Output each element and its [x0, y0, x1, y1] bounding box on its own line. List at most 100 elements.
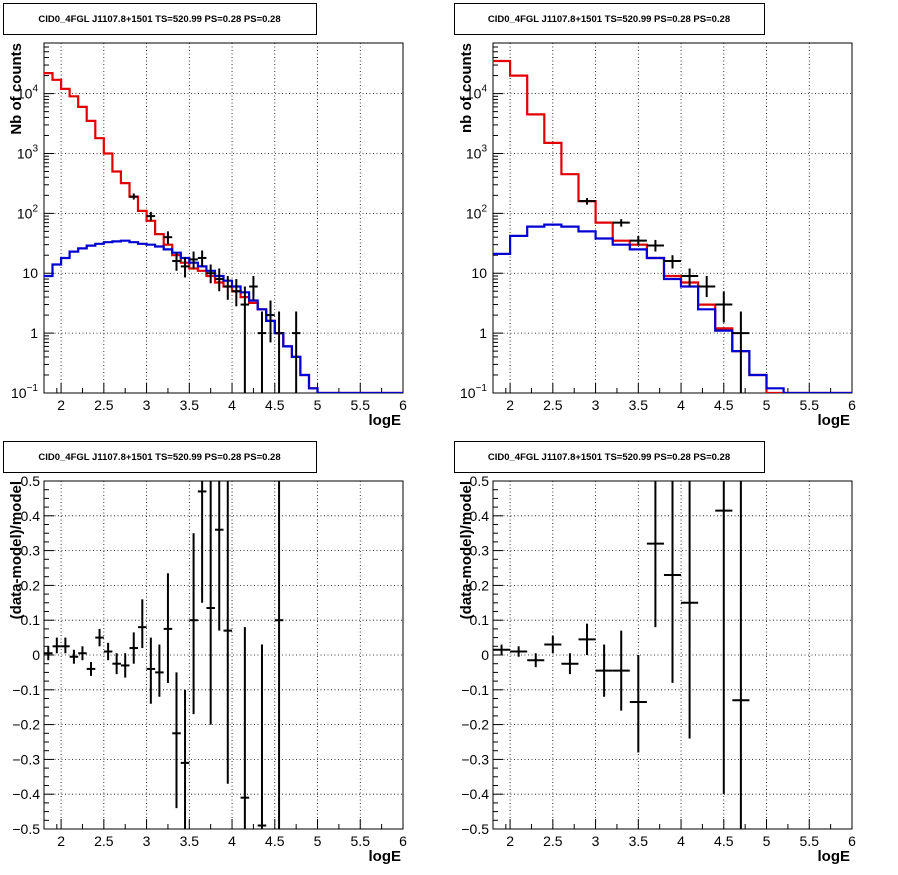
- x-tick-label: 4: [677, 397, 685, 413]
- data-point: [240, 627, 250, 829]
- data-point: [146, 211, 156, 221]
- x-tick-label: 5.5: [800, 397, 820, 413]
- x-axis: 2 2.5 3 3.5 4 4.5 5 5.5 6: [56, 383, 407, 413]
- y-tick-label: −0.2: [461, 717, 489, 733]
- panel-title: CID0_4FGL J1107.8+1501 TS=520.99 PS=0.28…: [38, 14, 280, 25]
- y-tick-label: 0.5: [470, 473, 490, 489]
- data-point: [52, 637, 62, 654]
- data-point: [69, 649, 79, 664]
- y-tick-label: 1: [30, 325, 38, 341]
- y-tick-label: 0.2: [470, 577, 490, 593]
- data-point: [715, 481, 733, 795]
- data-point: [698, 275, 716, 298]
- x-tick-label: 2.5: [94, 833, 114, 849]
- x-tick-label: 3.5: [629, 833, 649, 849]
- panel-title: CID0_4FGL J1107.8+1501 TS=520.99 PS=0.28…: [38, 452, 280, 463]
- data-point: [561, 653, 579, 675]
- series-background: [493, 223, 852, 393]
- panel-title: CID0_4FGL J1107.8+1501 TS=520.99 PS=0.28…: [488, 14, 730, 25]
- data-point: [103, 642, 113, 661]
- data-point: [493, 644, 511, 655]
- data-point: [715, 291, 733, 323]
- x-tick-label: 6: [399, 397, 407, 413]
- y-tick-label: 0.5: [21, 473, 41, 489]
- data-point: [257, 644, 267, 829]
- data-point: [95, 628, 104, 647]
- data-point: [646, 239, 664, 252]
- data-point: [180, 257, 190, 278]
- plot-panel-tl: CID0_4FGL J1107.8+1501 TS=520.99 PS=0.28…: [3, 3, 407, 429]
- x-tick-label: 5: [763, 833, 771, 849]
- grid: [44, 43, 404, 394]
- series-model: [493, 59, 852, 393]
- y-tick-exponent: 4: [32, 84, 38, 95]
- data-point: [249, 275, 258, 300]
- x-axis-label: logE: [818, 412, 851, 429]
- y-tick-label: 0: [32, 647, 40, 663]
- data-point: [681, 268, 699, 287]
- data-point: [112, 653, 121, 675]
- data-point: [120, 653, 130, 678]
- data-point: [206, 481, 215, 725]
- data-point: [223, 275, 233, 300]
- y-tick-label: −0.4: [12, 786, 40, 802]
- data-point: [197, 481, 207, 603]
- plot-panel-br: CID0_4FGL J1107.8+1501 TS=520.99 PS=0.28…: [454, 441, 856, 865]
- data-point: [612, 630, 630, 711]
- x-tick-label: 3: [592, 397, 600, 413]
- y-tick-label: 10−1: [460, 383, 487, 401]
- x-tick-label: 3: [143, 397, 151, 413]
- title-box: [3, 3, 317, 35]
- data-point: [232, 279, 241, 307]
- data-point: [663, 255, 682, 269]
- data-point: [206, 264, 215, 284]
- data-point: [189, 251, 198, 269]
- data-point: [544, 635, 562, 654]
- data-point: [732, 311, 750, 393]
- x-tick-label: 3.5: [180, 397, 200, 413]
- x-tick-label: 5: [763, 397, 771, 413]
- data-points: [129, 193, 301, 393]
- x-axis-label: logE: [369, 848, 402, 865]
- y-tick-base: 10: [466, 145, 482, 161]
- x-axis-label: logE: [818, 848, 851, 865]
- series-model: [44, 72, 403, 393]
- data-point: [155, 644, 164, 697]
- y-tick-label: −0.4: [461, 786, 489, 802]
- data-layer: [44, 72, 403, 393]
- data-point: [86, 661, 96, 676]
- y-tick-label: 104: [466, 84, 488, 102]
- y-tick-base: 1: [479, 325, 487, 341]
- y-axis-label: nb of counts: [458, 43, 475, 133]
- y-tick-base: 10: [17, 86, 33, 102]
- y-tick-label: −0.5: [12, 821, 40, 837]
- data-layer: [44, 481, 284, 829]
- y-tick-label: 103: [466, 143, 488, 161]
- data-point: [129, 632, 139, 664]
- data-point: [129, 193, 139, 200]
- y-tick-label: −0.2: [12, 717, 40, 733]
- y-tick-label: 0.3: [470, 543, 490, 559]
- data-point: [138, 599, 147, 649]
- y-tick-exponent: 3: [32, 143, 38, 154]
- y-tick-label: 1: [479, 325, 487, 341]
- x-tick-label: 2.5: [94, 397, 114, 413]
- data-point: [527, 653, 545, 668]
- x-tick-label: 3.5: [180, 833, 200, 849]
- y-tick-exponent: −1: [476, 383, 488, 394]
- x-axis: 2 2.5 3 3.5 4 4.5 5 5.5 6: [505, 383, 856, 413]
- x-tick-label: 4.5: [714, 397, 734, 413]
- y-tick-label: −0.3: [12, 751, 40, 767]
- y-tick-label: 103: [17, 143, 39, 161]
- data-point: [510, 646, 528, 657]
- y-axis-label: (data-model)/model: [8, 481, 25, 619]
- y-tick-label: 10: [22, 265, 38, 281]
- title-box: [3, 441, 317, 473]
- data-point: [189, 533, 198, 715]
- plot-frame: [492, 42, 853, 394]
- x-tick-label: 4: [228, 833, 236, 849]
- y-tick-exponent: 4: [481, 84, 487, 95]
- data-point: [163, 573, 173, 683]
